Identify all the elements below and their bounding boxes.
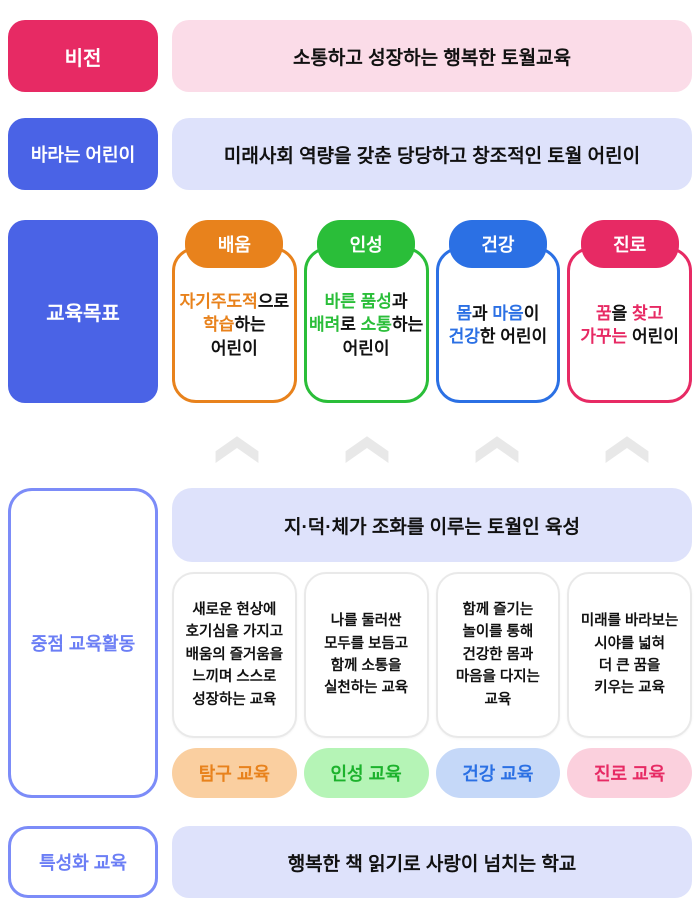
focus-header-box: 지·덕·체가 조화를 이루는 토월인 육성 xyxy=(172,488,692,562)
desired-child-label: 바라는 어린이 xyxy=(8,118,158,190)
education-goals-label-text: 교육목표 xyxy=(46,303,120,325)
desired-child-statement-text: 미래사회 역량을 갖춘 당당하고 창조적인 토월 어린이 xyxy=(223,145,641,167)
up-arrows xyxy=(172,433,692,463)
chevron-up-icon xyxy=(562,433,692,463)
goal-tag-learning: 배움 xyxy=(185,220,284,268)
focus-header-text: 지·덕·체가 조화를 이루는 토월인 육성 xyxy=(284,516,580,538)
education-goals-label: 교육목표 xyxy=(8,220,158,403)
focus-category-pills: 탐구 교육 인성 교육 건강 교육 진로 교육 xyxy=(172,748,692,798)
focus-activity-cards: 새로운 현상에 호기심을 가지고 배움의 즐거움을 느끼며 스스로 성장하는 교… xyxy=(172,572,692,738)
focus-activities-label: 중점 교육활동 xyxy=(8,488,158,798)
focus-card-career: 미래를 바라보는 시야를 넓혀 더 큰 꿈을 키우는 교육 xyxy=(567,572,692,738)
goal-text-health: 몸과 마음이 건강한 어린이 xyxy=(435,247,561,403)
goal-tag-character: 인성 xyxy=(317,220,416,268)
goal-card-learning: 배움 자기주도적으로 학습하는 어린이 xyxy=(172,220,297,403)
goal-card-career: 진로 꿈을 찾고 가꾸는 어린이 xyxy=(567,220,692,403)
chevron-up-icon xyxy=(302,433,432,463)
goal-tag-career: 진로 xyxy=(580,220,679,268)
goal-text-career: 꿈을 찾고 가꾸는 어린이 xyxy=(567,247,692,403)
vision-statement-box: 소통하고 성장하는 행복한 토월교육 xyxy=(172,20,692,92)
goal-card-character: 인성 바른 품성과 배려로 소통하는 어린이 xyxy=(303,220,429,403)
chevron-up-icon xyxy=(172,433,302,463)
pill-inquiry-education: 탐구 교육 xyxy=(172,748,297,798)
goal-tag-health: 건강 xyxy=(448,220,547,268)
goal-text-character: 바른 품성과 배려로 소통하는 어린이 xyxy=(303,247,429,403)
focus-card-health: 함께 즐기는 놀이를 통해 건강한 몸과 마음을 다지는 교육 xyxy=(435,572,561,738)
specialized-education-box: 행복한 책 읽기로 사랑이 넘치는 학교 xyxy=(172,826,692,898)
desired-child-label-text: 바라는 어린이 xyxy=(30,145,136,165)
education-goal-cards: 배움 자기주도적으로 학습하는 어린이 인성 바른 품성과 배려로 소통하는 어린이 건… xyxy=(172,220,692,403)
pill-health-education: 건강 교육 xyxy=(435,748,561,798)
pill-career-education: 진로 교육 xyxy=(567,748,692,798)
vision-statement-text: 소통하고 성장하는 행복한 토월교육 xyxy=(292,47,572,69)
chevron-up-icon xyxy=(432,433,562,463)
goal-text-learning: 자기주도적으로 학습하는 어린이 xyxy=(172,247,297,403)
focus-card-character: 나를 둘러싼 모두를 보듬고 함께 소통을 실천하는 교육 xyxy=(303,572,429,738)
pill-character-education: 인성 교육 xyxy=(303,748,429,798)
goal-card-health: 건강 몸과 마음이 건강한 어린이 xyxy=(435,220,561,403)
vision-label: 비전 xyxy=(8,20,158,92)
specialized-education-label: 특성화 교육 xyxy=(8,826,158,898)
focus-card-inquiry: 새로운 현상에 호기심을 가지고 배움의 즐거움을 느끼며 스스로 성장하는 교… xyxy=(172,572,297,738)
specialized-education-text: 행복한 책 읽기로 사랑이 넘치는 학교 xyxy=(287,853,577,875)
vision-label-text: 비전 xyxy=(64,47,102,70)
focus-activities-label-text: 중점 교육활동 xyxy=(30,634,136,654)
specialized-education-label-text: 특성화 교육 xyxy=(39,853,127,873)
desired-child-statement-box: 미래사회 역량을 갖춘 당당하고 창조적인 토월 어린이 xyxy=(172,118,692,190)
